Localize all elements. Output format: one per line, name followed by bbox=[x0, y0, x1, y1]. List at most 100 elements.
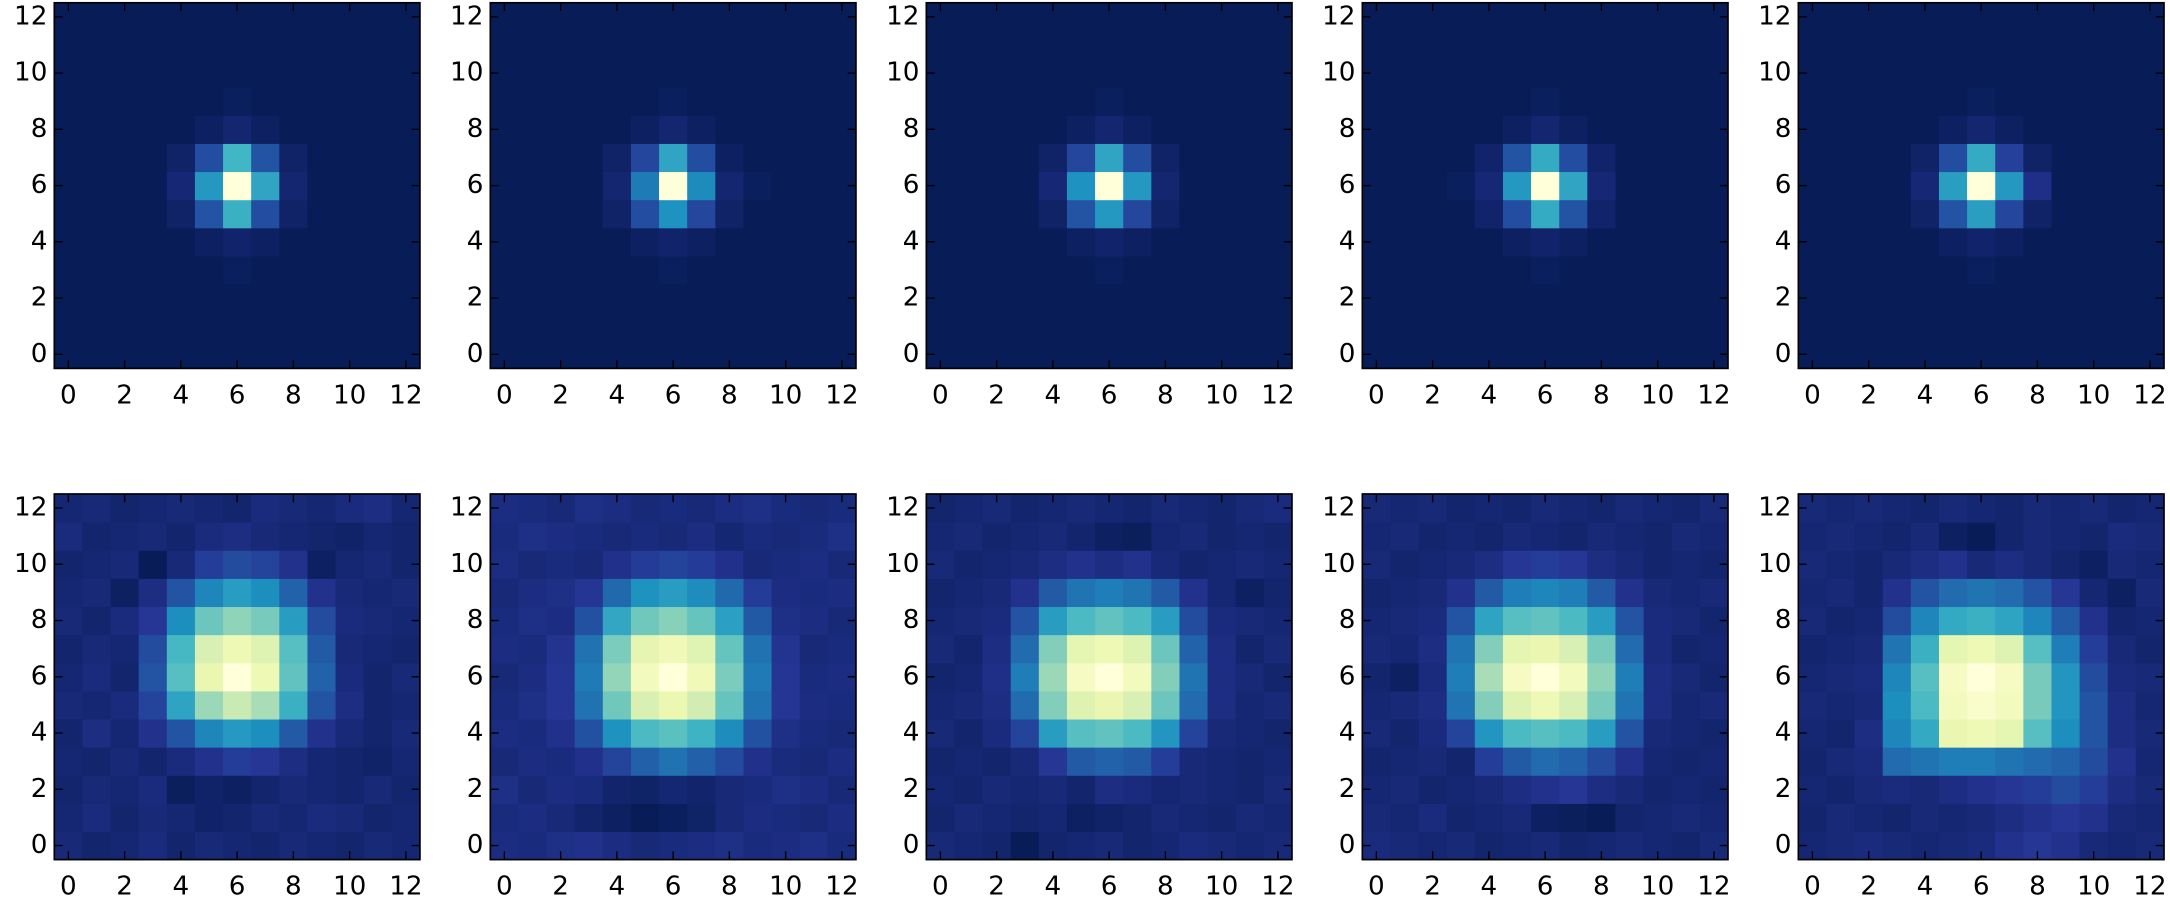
heatmap-cell bbox=[954, 59, 984, 88]
heatmap-cell bbox=[138, 718, 168, 748]
heatmap-cell bbox=[799, 2, 829, 32]
heatmap-cell bbox=[1066, 255, 1096, 285]
heatmap-cell bbox=[251, 143, 280, 173]
heatmap-cell bbox=[546, 578, 576, 608]
heatmap-cell bbox=[1671, 718, 1701, 748]
heatmap-cell bbox=[251, 2, 280, 32]
heatmap-cell bbox=[1390, 199, 1420, 229]
heatmap-cell bbox=[1995, 662, 2024, 692]
x-tick-label: 8 bbox=[1157, 872, 1174, 901]
heatmap-cell bbox=[223, 690, 252, 720]
heatmap-cell bbox=[1095, 171, 1124, 201]
heatmap-cell bbox=[2135, 747, 2165, 776]
heatmap-cell bbox=[2107, 30, 2137, 60]
heatmap-cell bbox=[2135, 578, 2165, 608]
heatmap-cell bbox=[1362, 522, 1392, 551]
heatmap-cell bbox=[223, 115, 252, 144]
heatmap-cell bbox=[1967, 803, 1996, 833]
heatmap-cell bbox=[546, 550, 576, 579]
heatmap-cell bbox=[1559, 340, 1588, 369]
y-tick-label: 10 bbox=[450, 58, 483, 88]
heatmap-cell bbox=[1798, 803, 1828, 833]
heatmap-cell bbox=[363, 493, 393, 523]
heatmap-cell bbox=[1207, 143, 1237, 173]
heatmap-cell bbox=[1207, 662, 1237, 692]
heatmap-cell bbox=[1179, 340, 1209, 369]
heatmap-cell bbox=[2135, 634, 2165, 664]
heatmap-cell bbox=[1095, 30, 1124, 60]
heatmap-cell bbox=[1826, 775, 1856, 804]
heatmap-cell bbox=[1643, 634, 1673, 664]
heatmap-cell bbox=[1643, 522, 1673, 551]
heatmap-cell bbox=[1798, 199, 1828, 229]
heatmap-cell bbox=[630, 312, 660, 341]
heatmap-cell bbox=[54, 690, 83, 720]
heatmap-cell bbox=[2023, 634, 2053, 664]
heatmap-cell bbox=[574, 171, 604, 201]
heatmap-cell bbox=[1615, 606, 1645, 636]
heatmap-cell bbox=[1910, 30, 1940, 60]
x-tick-label: 0 bbox=[1804, 380, 1821, 410]
heatmap-cell bbox=[1010, 775, 1040, 804]
heatmap-cell bbox=[982, 634, 1012, 664]
heatmap-cell bbox=[1235, 2, 1265, 32]
heatmap-cell bbox=[2023, 312, 2053, 341]
heatmap-cell bbox=[1502, 87, 1532, 116]
y-tick-label: 0 bbox=[1775, 339, 1792, 369]
heatmap-cell bbox=[82, 662, 112, 692]
heatmap-cell bbox=[1066, 59, 1096, 88]
heatmap-cell bbox=[630, 30, 660, 60]
heatmap-cell bbox=[194, 30, 224, 60]
heatmap-cell bbox=[1798, 634, 1828, 664]
heatmap-cell bbox=[659, 606, 688, 636]
heatmap-cell bbox=[2079, 522, 2109, 551]
heatmap-cell bbox=[335, 775, 365, 804]
heatmap-cell bbox=[1446, 143, 1476, 173]
y-tick-label: 10 bbox=[1758, 58, 1791, 88]
x-tick-label: 6 bbox=[229, 380, 246, 410]
x-tick-label: 12 bbox=[2133, 380, 2166, 410]
heatmap-cell bbox=[1474, 87, 1504, 116]
heatmap-cell bbox=[1587, 87, 1617, 116]
heatmap-cell bbox=[335, 578, 365, 608]
heatmap-cell bbox=[194, 115, 224, 144]
heatmap-cell bbox=[1010, 340, 1040, 369]
heatmap-cell bbox=[363, 2, 393, 32]
heatmap-cell bbox=[659, 578, 688, 608]
heatmap-cell bbox=[1615, 775, 1645, 804]
heatmap-cell bbox=[1587, 747, 1617, 776]
heatmap-cell bbox=[1362, 690, 1392, 720]
heatmap-cell bbox=[166, 775, 196, 804]
y-tick-label: 2 bbox=[1775, 774, 1792, 804]
heatmap-cell bbox=[1123, 115, 1152, 144]
heatmap-cell bbox=[518, 578, 548, 608]
heatmap-cell bbox=[1910, 718, 1940, 748]
heatmap-cell bbox=[1362, 578, 1392, 608]
heatmap-cell bbox=[1179, 227, 1209, 257]
heatmap-cell bbox=[827, 803, 857, 833]
heatmap-cell bbox=[1995, 59, 2024, 88]
heatmap-cell bbox=[110, 171, 140, 201]
heatmap-cell bbox=[1390, 831, 1420, 861]
heatmap-cell bbox=[2023, 87, 2053, 116]
heatmap-cell bbox=[1882, 522, 1912, 551]
heatmap-cell bbox=[1390, 550, 1420, 579]
heatmap-cell bbox=[1910, 255, 1940, 285]
heatmap-cell bbox=[251, 30, 280, 60]
heatmap-cell bbox=[1502, 143, 1532, 173]
heatmap-cell bbox=[1095, 199, 1124, 229]
heatmap-cell bbox=[1910, 522, 1940, 551]
heatmap-cell bbox=[574, 493, 604, 523]
heatmap-cell bbox=[1854, 312, 1884, 341]
heatmap-cell bbox=[1123, 831, 1152, 861]
heatmap-cell bbox=[1826, 550, 1856, 579]
x-tick-label: 8 bbox=[2029, 380, 2046, 410]
heatmap-cell bbox=[1418, 634, 1448, 664]
heatmap-cell bbox=[771, 59, 801, 88]
heatmap-cell bbox=[687, 143, 716, 173]
heatmap-cell bbox=[827, 522, 857, 551]
heatmap-cell bbox=[2023, 690, 2053, 720]
heatmap-cell bbox=[715, 522, 745, 551]
heatmap-cell bbox=[1151, 522, 1181, 551]
heatmap-cell bbox=[1967, 284, 1996, 313]
